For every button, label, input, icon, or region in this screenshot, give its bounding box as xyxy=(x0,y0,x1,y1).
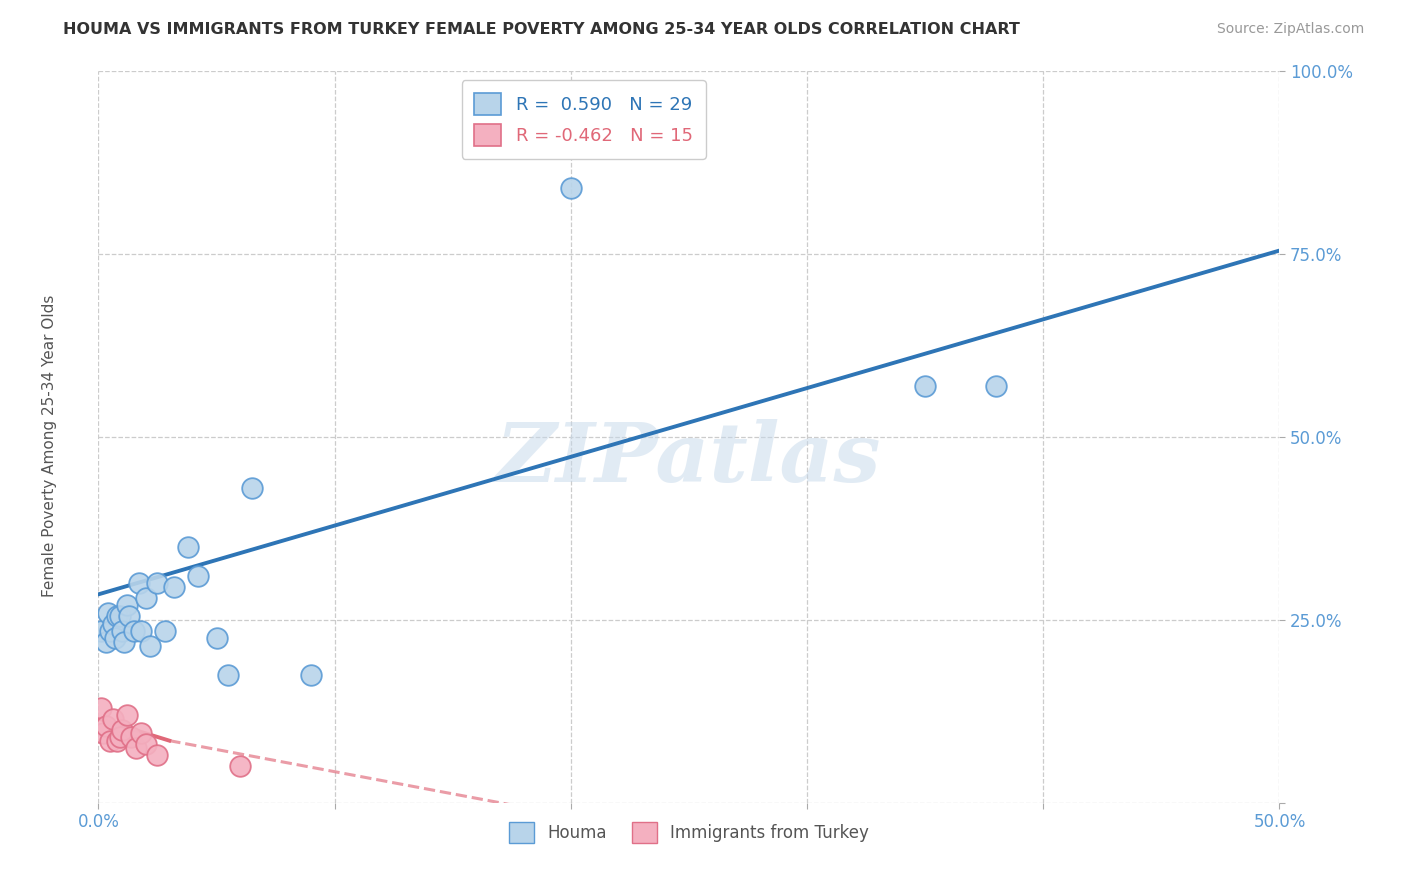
Point xyxy=(135,737,157,751)
Point xyxy=(914,379,936,393)
Point xyxy=(146,748,169,763)
Point xyxy=(112,635,135,649)
Text: ZIPatlas: ZIPatlas xyxy=(496,419,882,499)
Point xyxy=(217,667,239,681)
Text: Female Poverty Among 25-34 Year Olds: Female Poverty Among 25-34 Year Olds xyxy=(42,295,56,597)
Legend: Houma, Immigrants from Turkey: Houma, Immigrants from Turkey xyxy=(502,815,876,849)
Point xyxy=(111,723,134,737)
Point xyxy=(146,576,169,591)
Point xyxy=(128,576,150,591)
Point xyxy=(205,632,228,646)
Point xyxy=(91,726,114,740)
Point xyxy=(121,730,143,744)
Point xyxy=(101,712,124,726)
Point xyxy=(111,624,134,638)
Point xyxy=(187,569,209,583)
Point xyxy=(90,700,112,714)
Point xyxy=(105,609,128,624)
Point xyxy=(101,616,124,631)
Point xyxy=(115,599,138,613)
Point xyxy=(129,726,152,740)
Point xyxy=(97,606,120,620)
Point xyxy=(560,181,582,195)
Point xyxy=(139,639,162,653)
Point xyxy=(94,719,117,733)
Point xyxy=(135,591,157,605)
Point xyxy=(153,624,176,638)
Point xyxy=(229,759,252,773)
Point xyxy=(108,609,131,624)
Point xyxy=(299,667,322,681)
Point xyxy=(104,632,127,646)
Point xyxy=(118,609,141,624)
Point xyxy=(240,481,263,495)
Text: Source: ZipAtlas.com: Source: ZipAtlas.com xyxy=(1216,22,1364,37)
Point xyxy=(163,580,186,594)
Point xyxy=(105,733,128,747)
Point xyxy=(98,733,121,747)
Text: HOUMA VS IMMIGRANTS FROM TURKEY FEMALE POVERTY AMONG 25-34 YEAR OLDS CORRELATION: HOUMA VS IMMIGRANTS FROM TURKEY FEMALE P… xyxy=(63,22,1021,37)
Point xyxy=(122,624,145,638)
Point xyxy=(125,740,148,755)
Point xyxy=(94,635,117,649)
Point xyxy=(108,730,131,744)
Point xyxy=(90,624,112,638)
Point xyxy=(129,624,152,638)
Point xyxy=(984,379,1007,393)
Point xyxy=(115,708,138,723)
Point xyxy=(177,540,200,554)
Point xyxy=(98,624,121,638)
